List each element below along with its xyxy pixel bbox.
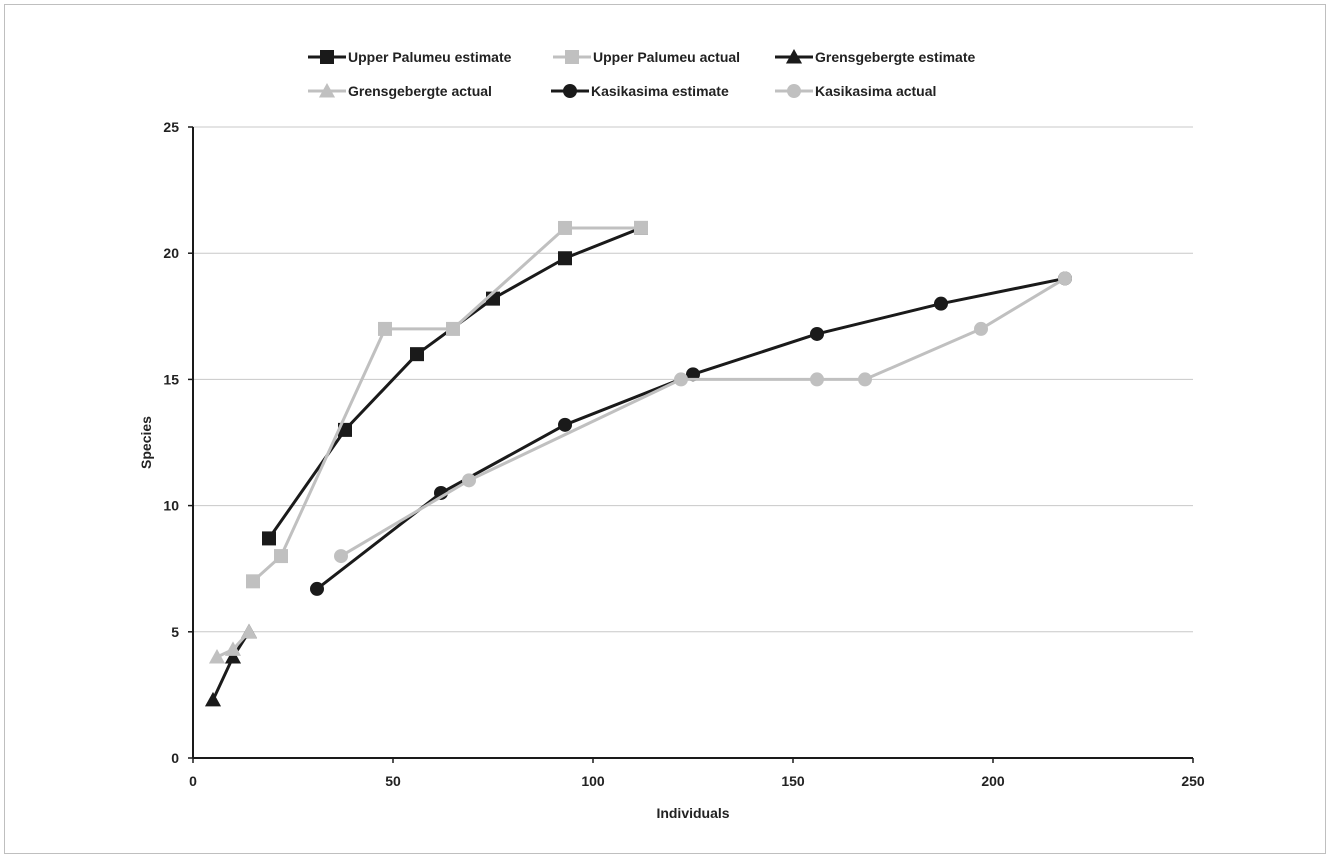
series-line — [267, 226, 642, 540]
data-point — [246, 574, 260, 589]
series-line — [211, 630, 251, 701]
data-point — [810, 372, 824, 387]
legend-swatch-marker — [565, 50, 579, 64]
legend-item: Kasikasima estimate — [551, 83, 729, 99]
data-point — [274, 549, 288, 564]
x-tick-label: 100 — [581, 773, 605, 789]
data-point — [310, 581, 324, 596]
legend-label: Upper Palumeu estimate — [348, 49, 512, 65]
series-line — [316, 276, 1066, 591]
legend-item: Grensgebergte actual — [308, 82, 492, 99]
data-point — [858, 372, 872, 387]
y-tick-label: 0 — [171, 750, 179, 766]
series-grensgebergte-actual — [208, 623, 258, 664]
y-axis-title: Species — [138, 416, 154, 469]
data-point — [686, 367, 700, 382]
legend-label: Kasikasima estimate — [591, 83, 729, 99]
data-point — [462, 473, 476, 488]
data-point — [224, 641, 242, 656]
legend-label: Upper Palumeu actual — [593, 49, 740, 65]
data-point — [558, 220, 572, 235]
series-upper-palumeu-estimate — [262, 220, 648, 546]
x-tick-label: 50 — [385, 773, 401, 789]
data-point — [410, 347, 424, 362]
data-point — [240, 623, 258, 639]
legend-item: Upper Palumeu estimate — [308, 49, 512, 65]
series-upper-palumeu-actual — [246, 220, 648, 589]
y-tick-label: 10 — [163, 498, 179, 514]
legend-swatch-marker — [318, 82, 336, 98]
x-tick-label: 250 — [1181, 773, 1205, 789]
x-tick-label: 150 — [781, 773, 805, 789]
legend-swatch-marker — [785, 48, 803, 64]
x-tick-label: 200 — [981, 773, 1005, 789]
legend-swatch-marker — [320, 50, 334, 64]
legend-label: Kasikasima actual — [815, 83, 936, 99]
data-point — [634, 220, 648, 235]
data-point — [934, 296, 948, 311]
data-point — [810, 326, 824, 341]
legend-swatch-marker — [563, 84, 577, 98]
series-kasikasima-estimate — [310, 271, 1072, 596]
y-tick-label: 25 — [163, 119, 179, 135]
data-point — [204, 691, 222, 707]
data-point — [674, 372, 688, 387]
legend-item: Upper Palumeu actual — [553, 49, 740, 65]
series-line — [251, 226, 641, 583]
data-point — [446, 321, 460, 336]
legend-item: Grensgebergte estimate — [775, 48, 975, 65]
legend-label: Grensgebergte actual — [348, 83, 492, 99]
series-line — [340, 277, 1066, 558]
x-tick-label: 0 — [189, 773, 197, 789]
data-point — [224, 648, 242, 664]
series-kasikasima-actual — [334, 271, 1072, 564]
y-tick-label: 15 — [163, 371, 179, 387]
y-tick-label: 20 — [163, 245, 179, 261]
data-point — [1058, 271, 1072, 286]
data-point — [974, 321, 988, 336]
data-point — [334, 549, 348, 564]
legend-swatch-marker — [787, 84, 801, 98]
data-point — [208, 648, 226, 664]
legend-item: Kasikasima actual — [775, 83, 936, 99]
x-axis-title: Individuals — [656, 805, 729, 821]
legend-label: Grensgebergte estimate — [815, 49, 975, 65]
data-point — [378, 321, 392, 336]
chart-frame: 0 5 10 15 20 25 0 50 100 150 200 250 Individuals Spec… — [4, 4, 1326, 854]
data-point — [558, 417, 572, 432]
y-tick-label: 5 — [171, 624, 179, 640]
data-point — [558, 251, 572, 266]
data-point — [262, 531, 276, 546]
